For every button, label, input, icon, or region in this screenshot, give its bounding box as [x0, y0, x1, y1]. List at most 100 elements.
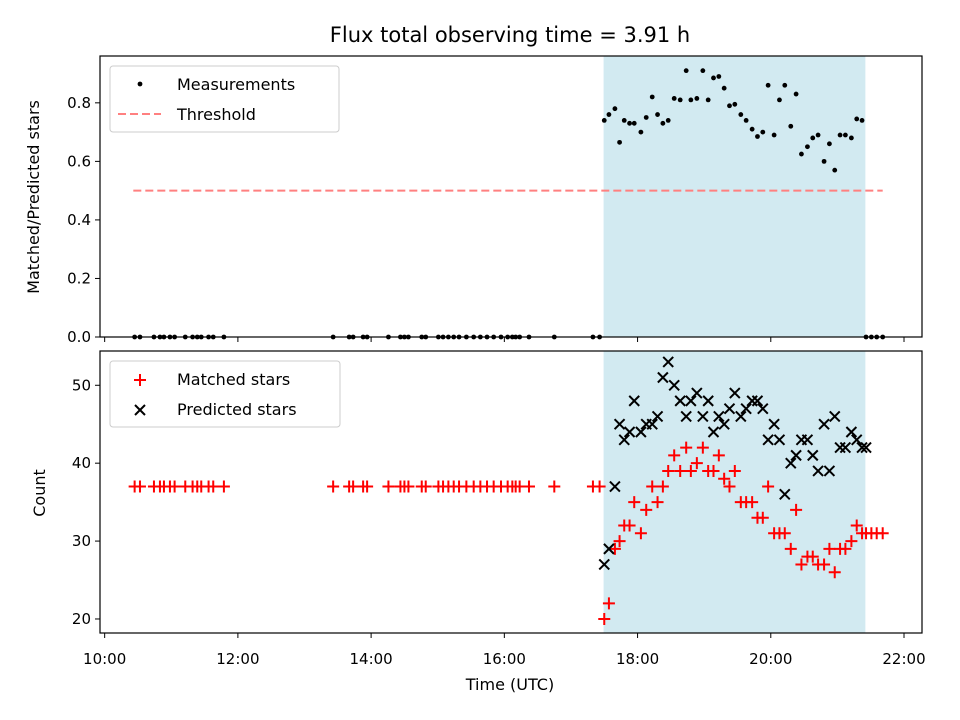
measurement-point — [788, 123, 794, 129]
bottom-y-tick-label: 50 — [72, 376, 91, 394]
matched-star-point — [522, 480, 535, 493]
matched-star-point — [602, 597, 615, 610]
predicted-star-point — [829, 410, 841, 423]
measurement-point — [832, 167, 838, 173]
top-y-tick-label: 0.0 — [67, 328, 91, 346]
predicted-star-point — [657, 371, 669, 384]
legend-threshold-label: Threshold — [176, 105, 256, 124]
x-axis-label: Time (UTC) — [465, 675, 554, 694]
predicted-star-point — [860, 441, 872, 454]
measurement-point — [793, 91, 799, 97]
predicted-star-point — [609, 480, 621, 493]
measurement-point — [777, 97, 782, 103]
measurement-point — [655, 112, 660, 117]
measurement-point — [743, 117, 749, 123]
predicted-star-point — [790, 449, 802, 462]
matched-star-point — [818, 558, 831, 571]
measurement-point — [716, 74, 722, 79]
predicted-star-point — [773, 434, 786, 446]
matched-star-point — [628, 496, 641, 509]
matched-star-point — [217, 480, 230, 493]
measurement-point — [738, 112, 744, 117]
measurement-point — [848, 135, 854, 141]
matched-star-point — [806, 550, 819, 563]
measurement-point — [665, 117, 671, 123]
bottom-plot-frame — [99, 350, 923, 634]
matched-star-point — [608, 542, 621, 555]
top-y-tick-label: 0.6 — [67, 152, 91, 170]
measurement-point — [631, 120, 637, 126]
top-legend-box — [109, 65, 340, 133]
measurement-point — [760, 129, 766, 135]
bottom-shaded-span — [603, 351, 866, 633]
matched-star-point — [680, 441, 693, 454]
bottom-legend: Matched stars Predicted stars — [109, 360, 341, 428]
matched-star-point — [640, 503, 653, 516]
measurement-point — [799, 151, 804, 157]
matched-star-point — [361, 480, 374, 493]
matched-star-point — [839, 542, 852, 555]
predicted-star-point — [779, 488, 791, 501]
matched-star-point — [850, 519, 863, 532]
measurement-point — [859, 117, 865, 123]
measurement-point — [621, 117, 627, 123]
measurement-point — [821, 158, 827, 164]
measurement-point — [643, 115, 649, 120]
matched-star-point — [382, 480, 395, 493]
measurement-point — [749, 126, 755, 132]
predicted-star-point — [762, 434, 774, 446]
top-shaded-span — [603, 56, 866, 337]
measurement-point — [782, 82, 788, 88]
matched-star-point — [778, 527, 791, 540]
matched-star-point — [712, 449, 725, 462]
predicted-star-point — [812, 465, 824, 477]
matched-star-point — [419, 480, 432, 493]
x-tick-label: 16:00 — [483, 650, 526, 668]
top-panel: 0.00.20.40.60.8 Matched/Predicted stars … — [24, 55, 923, 346]
predicted-star-point — [839, 441, 852, 454]
measurement-point — [683, 68, 689, 74]
predicted-star-point — [757, 402, 769, 415]
x-tick-label: 12:00 — [216, 650, 259, 668]
predicted-star-point — [646, 418, 658, 430]
measurement-point — [765, 82, 771, 88]
measurement-point — [842, 132, 848, 138]
measurement-point — [755, 134, 760, 139]
measurement-point — [627, 120, 632, 126]
bottom-legend-box — [109, 360, 341, 428]
legend-predicted-label: Predicted stars — [177, 400, 297, 419]
top-y-tick-label: 0.2 — [67, 269, 91, 287]
measurement-point — [837, 132, 843, 138]
measurement-point — [612, 106, 618, 112]
predicted-star-point — [628, 395, 640, 407]
measurement-point — [827, 141, 832, 147]
measurement-point — [854, 116, 860, 122]
series-matched-stars — [128, 441, 889, 625]
predicted-star-point — [618, 434, 630, 446]
series-predicted-stars — [598, 356, 872, 571]
measurement-point — [805, 144, 810, 150]
measurement-point — [688, 97, 694, 103]
matched-star-point — [690, 457, 703, 470]
predicted-star-point — [668, 379, 680, 391]
measurement-point — [815, 132, 821, 138]
predicted-star-point — [674, 395, 686, 407]
measurement-point — [649, 94, 655, 100]
matched-star-point — [696, 441, 709, 454]
predicted-star-point — [662, 356, 674, 368]
predicted-star-point — [768, 418, 780, 430]
matched-star-point — [402, 480, 415, 493]
measurement-point — [771, 132, 777, 138]
legend-measurements-marker — [137, 81, 143, 87]
top-y-tick-label: 0.4 — [67, 211, 91, 229]
chart-title: Flux total observing time = 3.91 h — [330, 23, 690, 47]
matched-star-point — [845, 535, 858, 548]
top-legend: Measurements Threshold — [109, 65, 340, 133]
matched-star-point — [876, 527, 889, 540]
matched-star-point — [548, 480, 561, 493]
matched-star-point — [668, 449, 681, 462]
measurement-point — [721, 85, 727, 91]
predicted-star-point — [740, 402, 752, 415]
legend-matched-label: Matched stars — [177, 370, 290, 389]
matched-star-point — [707, 464, 720, 477]
